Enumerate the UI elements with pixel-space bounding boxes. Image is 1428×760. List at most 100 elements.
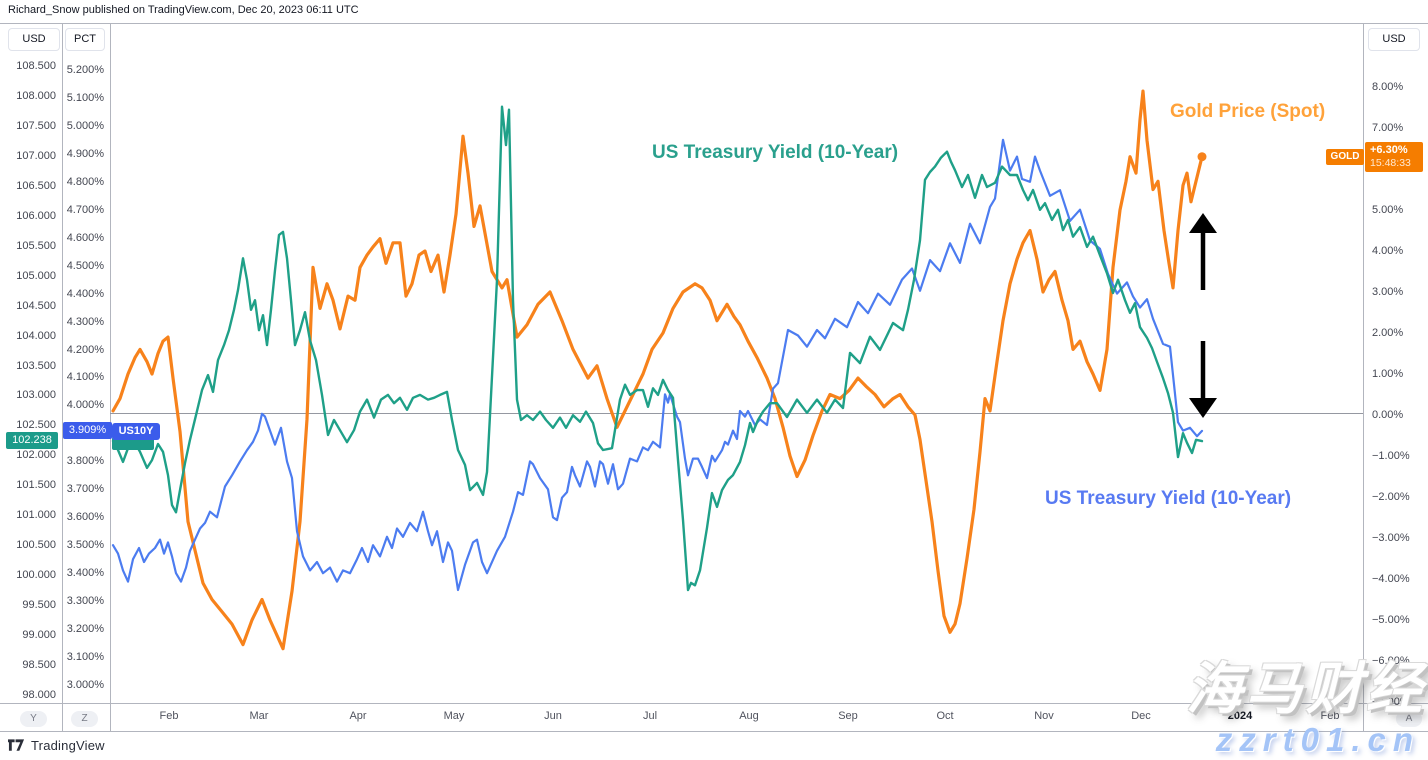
treasury-green-series-line[interactable] (111, 105, 1204, 592)
usd-axis-tick: 99.000 (22, 629, 56, 642)
right-axis-tick: −5.00% (1372, 614, 1410, 626)
year-tick: 2024 (1227, 710, 1253, 722)
right-usd-axis-button[interactable]: USD (1368, 28, 1420, 51)
pct-axis-tick: 3.100% (66, 651, 104, 664)
us10y-tag: US10Y (112, 423, 160, 440)
month-tick: Jul (642, 710, 658, 722)
watermark-url: zzrt01.cn (1215, 721, 1420, 758)
right-axis-tick: 5.00% (1372, 204, 1404, 216)
usd-axis-tick: 104.000 (16, 329, 56, 342)
gold-change-value: +6.30% (1370, 143, 1408, 156)
pct-axis-tick: 3.800% (66, 455, 104, 468)
usd-axis-tick: 105.500 (16, 239, 56, 252)
green-price-badge: 102.238 (6, 432, 58, 450)
month-tick: Nov (1034, 710, 1054, 722)
pct-axis-tick: 4.700% (66, 203, 104, 216)
pct-axis-tick: 4.600% (66, 231, 104, 244)
time-axis-y-button[interactable]: Y (20, 711, 47, 727)
pct-axis-tick: 4.400% (66, 287, 104, 300)
pct-axis-tick: 3.700% (66, 483, 104, 496)
tradingview-logo-text: TradingView (31, 738, 105, 753)
tradingview-logo-icon (8, 738, 25, 751)
right-axis-tick: −3.00% (1372, 532, 1410, 544)
blue-price-badge: 3.909% (63, 421, 112, 439)
auto-scale-button[interactable]: A (1396, 711, 1422, 727)
hidden-green-tag (112, 437, 154, 450)
down-arrow[interactable] (1189, 398, 1217, 418)
usd-axis-tick: 98.500 (22, 659, 56, 671)
pct-axis-tick: 4.000% (66, 399, 104, 412)
month-tick: Aug (739, 710, 759, 722)
right-axis-tick: −4.00% (1372, 573, 1410, 585)
blue-series-text-annotation[interactable]: US Treasury Yield (10-Year) (1045, 488, 1292, 509)
usd-axis-tick: 102.000 (16, 449, 56, 462)
month-tick: Sep (838, 710, 858, 722)
left-pct-axis-button[interactable]: PCT (65, 28, 105, 51)
tradingview-brand[interactable]: TradingView (8, 738, 105, 753)
pct-axis-tick: 4.300% (66, 315, 104, 328)
month-tick: Feb (159, 710, 179, 722)
right-axis-tick: 1.00% (1372, 368, 1404, 380)
green-series-text-annotation[interactable]: US Treasury Yield (10-Year) (652, 142, 899, 163)
right-axis-tick: 4.00% (1372, 245, 1404, 257)
usd-axis-tick: 108.500 (16, 60, 56, 72)
pct-axis-tick: 4.200% (66, 343, 104, 356)
gold-series-tag: GOLD (1326, 149, 1364, 165)
pct-axis-tick: 3.000% (66, 679, 104, 691)
gold-series-line[interactable] (111, 89, 1204, 651)
treasury-blue-series-line[interactable] (111, 138, 1204, 592)
pct-axis-tick: 5.000% (66, 119, 104, 132)
up-arrow[interactable] (1189, 213, 1217, 233)
pct-axis-tick: 4.800% (66, 175, 104, 188)
usd-axis-tick: 108.000 (16, 89, 56, 102)
month-tick: Feb (1320, 710, 1340, 722)
time-axis-z-button[interactable]: Z (71, 711, 98, 727)
right-axis-tick: −6.00% (1372, 655, 1410, 667)
usd-axis-tick: 106.000 (16, 209, 56, 222)
gold-last-point-dot (1197, 152, 1207, 162)
pct-axis-tick: 3.200% (66, 623, 104, 636)
pct-axis-tick: 4.100% (66, 371, 104, 384)
pct-axis-tick: 4.900% (66, 147, 104, 160)
right-axis-tick: −2.00% (1372, 491, 1410, 503)
gold-price-badge: +6.30% 15:48:33 (1365, 141, 1423, 172)
pct-axis-tick: 4.500% (66, 259, 104, 272)
right-axis-tick: 7.00% (1372, 122, 1404, 134)
pct-axis-tick: 5.200% (66, 63, 104, 76)
pct-axis-tick: 5.100% (66, 91, 104, 104)
right-axis-tick: −1.00% (1372, 450, 1410, 462)
usd-axis-tick: 103.500 (16, 359, 56, 372)
right-axis-tick: 8.00% (1372, 81, 1404, 93)
usd-axis-tick: 107.500 (16, 119, 56, 132)
month-tick: May (443, 710, 465, 722)
pct-axis-tick: 3.500% (66, 539, 104, 552)
usd-axis-tick: 102.500 (16, 419, 56, 432)
pct-axis-tick: 3.300% (66, 595, 104, 608)
month-tick: Jun (544, 710, 562, 722)
usd-axis-tick: 101.000 (16, 509, 56, 522)
usd-axis-tick: 100.000 (16, 569, 56, 582)
usd-axis-tick: 105.000 (16, 269, 56, 282)
right-axis-tick: 0.00% (1372, 409, 1404, 421)
month-tick: Oct (936, 710, 954, 722)
month-tick: Mar (249, 710, 269, 722)
gold-countdown-timer: 15:48:33 (1370, 156, 1411, 169)
pct-axis-tick: 3.600% (66, 511, 104, 524)
usd-axis-tick: 99.500 (22, 599, 56, 612)
annotation-arrows[interactable] (1189, 213, 1217, 418)
right-axis-tick: 3.00% (1372, 286, 1404, 298)
byline: Richard_Snow published on TradingView.co… (8, 4, 359, 16)
right-axis-tick: 2.00% (1372, 327, 1404, 339)
month-tick: Apr (349, 710, 367, 722)
usd-axis-tick: 107.000 (16, 149, 56, 162)
usd-axis-tick: 101.500 (16, 479, 56, 492)
usd-axis-tick: 103.000 (16, 389, 56, 402)
gold-series-text-annotation[interactable]: Gold Price (Spot) (1170, 101, 1326, 122)
usd-axis-tick: 98.000 (22, 688, 56, 701)
usd-axis-tick: 104.500 (16, 299, 56, 312)
usd-axis-tick: 100.500 (16, 539, 56, 552)
watermark-chinese: 海马财经 (1186, 657, 1426, 720)
left-usd-axis-button[interactable]: USD (8, 28, 60, 51)
pct-axis-tick: 3.400% (66, 567, 104, 580)
